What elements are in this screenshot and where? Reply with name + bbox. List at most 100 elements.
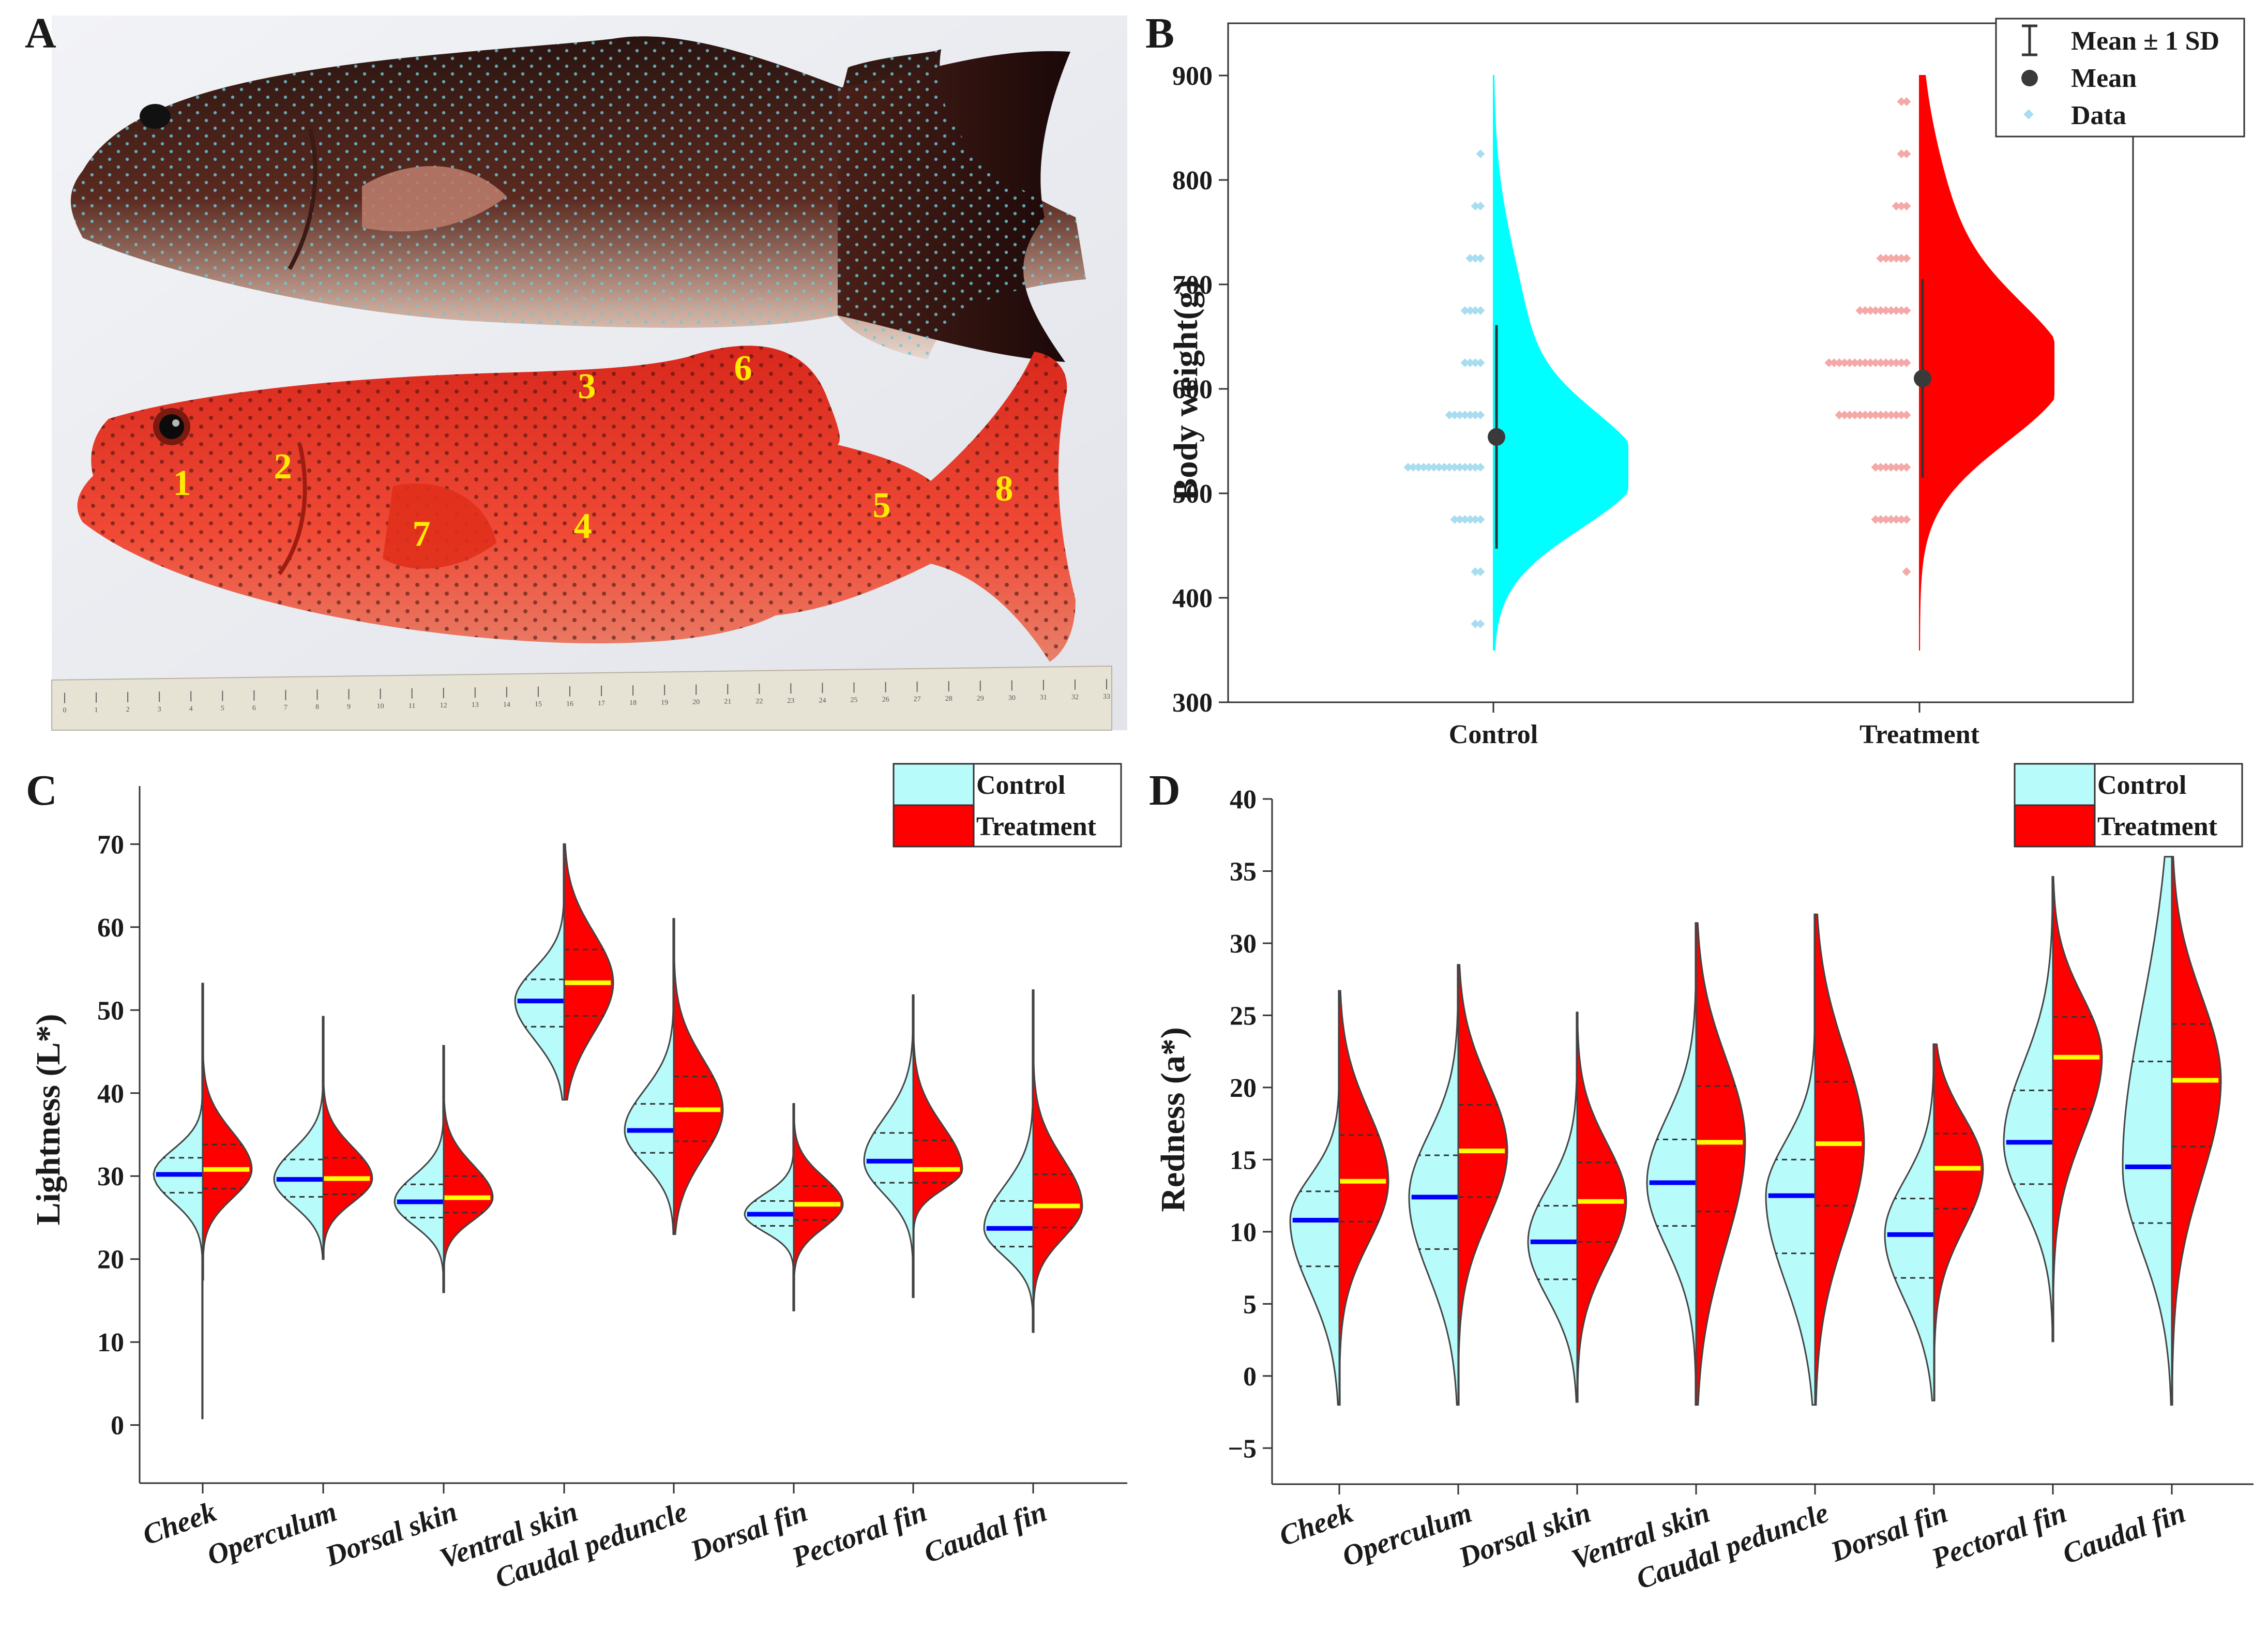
panel-b-data-point-treatment bbox=[1902, 411, 1911, 419]
panel-b-data-point-treatment bbox=[1829, 358, 1839, 367]
panel-b-data-point-treatment bbox=[1897, 149, 1906, 158]
panel-b-data-point-control bbox=[1471, 620, 1480, 628]
ruler-number: 24 bbox=[819, 697, 826, 704]
fish-region-label-3: 3 bbox=[578, 367, 596, 406]
panel-b-data-point-control bbox=[1471, 515, 1480, 524]
panel-b-data-point-control bbox=[1445, 463, 1454, 472]
panel-b-data-point-treatment bbox=[1871, 463, 1880, 472]
panel-d-violin-treatment bbox=[1814, 913, 1865, 1406]
panel-b-x-category-control: Control bbox=[1449, 720, 1538, 749]
ruler-number: 32 bbox=[1071, 693, 1079, 701]
panel-d-y-tick-label: −5 bbox=[1228, 1434, 1257, 1463]
panel-b-data-point-treatment bbox=[1881, 358, 1891, 367]
panel-c-marks bbox=[153, 843, 1083, 1420]
panel-d-y-tick-label: 0 bbox=[1243, 1362, 1257, 1392]
panel-b-data-point-control bbox=[1460, 358, 1470, 367]
ruler-number: 7 bbox=[284, 704, 288, 712]
panel-b-data-point-treatment bbox=[1892, 463, 1901, 472]
fish-region-label-2: 2 bbox=[274, 447, 292, 487]
panel-b-data-point-treatment bbox=[1871, 411, 1880, 419]
panel-a-photo: 1 2 3 4 5 6 7 8 0 1 2 3 4 5 6 7 8 9 10 11 12 13 14 15 16… bbox=[51, 16, 1127, 731]
panel-c-violin-control bbox=[983, 989, 1034, 1333]
panel-c-x-category-label: Dorsal skin bbox=[321, 1496, 461, 1573]
ruler-number: 0 bbox=[63, 707, 67, 715]
panel-b-data-point-treatment bbox=[1845, 411, 1854, 419]
panel-b-data-point-control bbox=[1476, 567, 1485, 576]
panel-d-y-axis-title: Redness (a*) bbox=[1154, 1027, 1192, 1212]
ruler-number: 2 bbox=[126, 706, 130, 714]
panel-b-data-point-treatment bbox=[1886, 463, 1896, 472]
panel-c-lightness-chart: Lightness (L*) 010203040506070CheekOperc… bbox=[29, 763, 1127, 1595]
panel-d-y-tick-label: 25 bbox=[1230, 1001, 1257, 1031]
panel-b-mean-point-control bbox=[1488, 428, 1505, 446]
ruler-number: 22 bbox=[755, 698, 763, 705]
fish-region-label-7: 7 bbox=[413, 514, 431, 554]
panel-b-marks bbox=[1403, 75, 2054, 651]
panel-b-data-point-treatment bbox=[1840, 358, 1849, 367]
panel-b-data-point-control bbox=[1476, 515, 1485, 524]
panel-b-data-point-treatment bbox=[1897, 358, 1906, 367]
ruler-number: 17 bbox=[598, 700, 605, 707]
ruler-number: 30 bbox=[1008, 694, 1016, 702]
panel-b-data-point-treatment bbox=[1835, 358, 1844, 367]
panel-b-y-tick-label: 300 bbox=[1172, 688, 1213, 718]
panel-c-violin-treatment bbox=[1032, 989, 1083, 1333]
panel-c-y-tick-label: 40 bbox=[97, 1079, 124, 1109]
panel-c-violin-treatment bbox=[443, 1045, 494, 1293]
panel-b-data-point-control bbox=[1414, 463, 1423, 472]
panel-c-legend-control: Control bbox=[976, 771, 1065, 800]
panel-label-b: B bbox=[1145, 9, 1174, 57]
panel-b-data-point-treatment bbox=[1876, 463, 1885, 472]
panel-b-data-point-treatment bbox=[1866, 306, 1875, 315]
panel-d-violin-control bbox=[1646, 922, 1697, 1406]
ruler-number: 8 bbox=[315, 703, 319, 711]
fish-region-label-1: 1 bbox=[173, 463, 191, 503]
panel-b-data-point-control bbox=[1465, 515, 1475, 524]
panel-b-y-tick-label: 800 bbox=[1172, 166, 1213, 195]
ruler-number: 12 bbox=[440, 702, 447, 710]
panel-c-x-category-label: Pectoral fin bbox=[788, 1496, 931, 1574]
panel-b-data-point-treatment bbox=[1897, 306, 1906, 315]
panel-c-y-tick-label: 70 bbox=[97, 830, 124, 859]
panel-c-y-tick-label: 20 bbox=[97, 1245, 124, 1275]
panel-b-data-point-control bbox=[1471, 358, 1480, 367]
panel-b-violin-treatment bbox=[1919, 75, 2054, 651]
panel-b-data-point-treatment bbox=[1855, 358, 1865, 367]
panel-b-data-point-control bbox=[1476, 411, 1485, 419]
panel-c-violin-control bbox=[514, 843, 565, 1101]
panel-d-y-tick-label: 15 bbox=[1230, 1145, 1257, 1175]
panel-b-data-point-treatment bbox=[1876, 306, 1885, 315]
panel-b-data-point-treatment bbox=[1892, 202, 1901, 210]
panel-b-data-point-treatment bbox=[1902, 358, 1911, 367]
panel-b-data-point-control bbox=[1455, 463, 1464, 472]
panel-c-violin-control bbox=[153, 983, 204, 1420]
panel-c-legend-treatment: Treatment bbox=[976, 812, 1097, 841]
panel-d-marks bbox=[1289, 856, 2222, 1406]
panel-b-y-tick-label: 900 bbox=[1172, 62, 1213, 91]
panel-c-y-tick-label: 10 bbox=[97, 1328, 124, 1357]
panel-b-data-point-treatment bbox=[1861, 411, 1870, 419]
panel-b-data-point-treatment bbox=[1871, 358, 1880, 367]
panel-d-violin-treatment bbox=[1933, 1043, 1984, 1401]
panel-d-legend-control: Control bbox=[2097, 771, 2186, 800]
panel-d-y-tick-label: 10 bbox=[1230, 1218, 1257, 1247]
panel-b-data-point-treatment bbox=[1886, 358, 1896, 367]
panel-b-data-point-control bbox=[1465, 254, 1475, 263]
panel-b-data-point-treatment bbox=[1845, 358, 1854, 367]
ruler-number: 18 bbox=[629, 699, 637, 707]
panel-b-data-point-treatment bbox=[1892, 306, 1901, 315]
panel-b-legend: Mean ± 1 SD Mean Data bbox=[1995, 18, 2245, 138]
panel-label-d: D bbox=[1149, 766, 1181, 814]
panel-b-data-point-treatment bbox=[1876, 515, 1885, 524]
panel-b-data-point-control bbox=[1471, 411, 1480, 419]
panel-b-data-point-control bbox=[1471, 567, 1480, 576]
ruler-number: 33 bbox=[1103, 693, 1110, 701]
panel-d-violin-treatment bbox=[1576, 1012, 1627, 1403]
panel-b-data-point-treatment bbox=[1886, 411, 1896, 419]
panel-d-y-tick-label: 30 bbox=[1230, 929, 1257, 959]
ruler-image: 0 1 2 3 4 5 6 7 8 9 10 11 12 13 14 15 16 17 18 19 20 21 22 23 24… bbox=[51, 665, 1112, 731]
panel-d-x-category-label: Caudal fin bbox=[2059, 1497, 2190, 1571]
panel-d-violin-control bbox=[1765, 913, 1816, 1406]
panel-b-data-point-treatment bbox=[1902, 515, 1911, 524]
